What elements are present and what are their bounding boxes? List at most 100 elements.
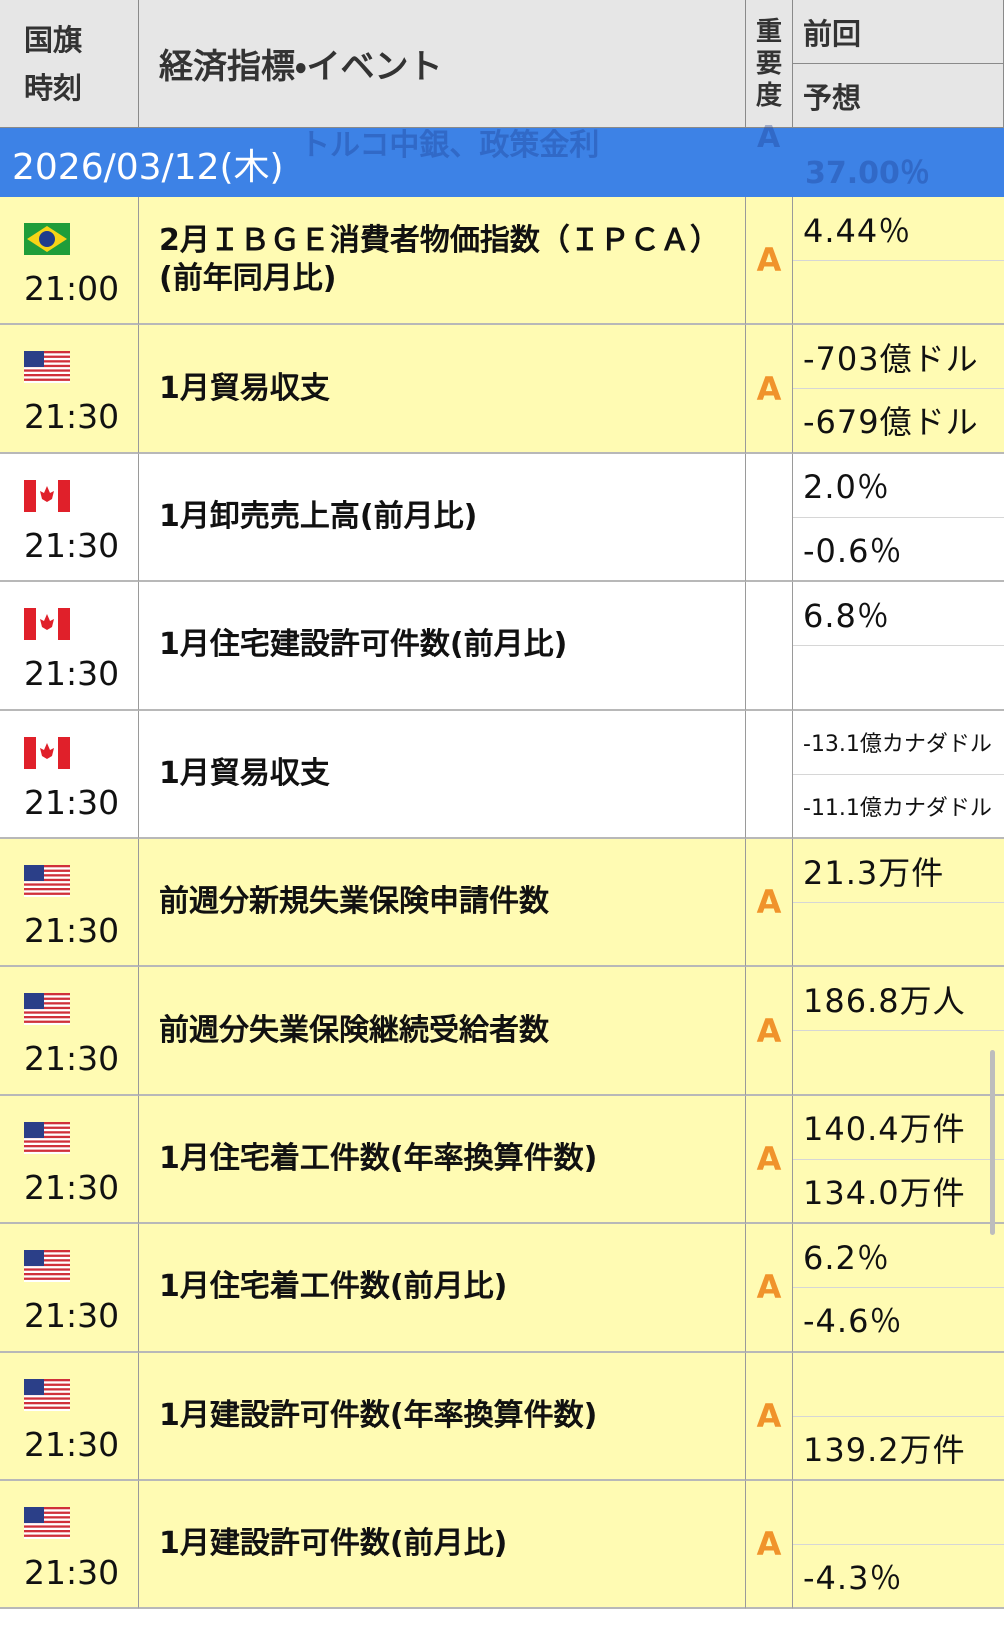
importance: A <box>746 1352 793 1481</box>
importance: A <box>746 197 793 326</box>
date-label: 2026/03/12(木) <box>12 147 284 188</box>
event-name: 1月貿易収支 <box>139 325 746 454</box>
values-cell: -703億ドル -679億ドル <box>793 325 1004 454</box>
values-cell: 2.0％ -0.6％ <box>793 454 1004 583</box>
previous-value: -13.1億カナダドル <box>793 711 1004 775</box>
values-cell: -4.3％ <box>793 1481 1004 1610</box>
importance: A <box>746 839 793 968</box>
values-cell: 6.2％ -4.6％ <box>793 1224 1004 1353</box>
previous-value <box>793 1353 1004 1417</box>
flag-time-cell: 21:30 <box>0 967 139 1096</box>
values-cell: 4.44％ <box>793 197 1004 326</box>
country-flag <box>24 993 70 1026</box>
importance: A <box>746 325 793 454</box>
flag-time-cell: 21:30 <box>0 453 139 583</box>
forecast-value <box>793 1031 1004 1093</box>
flag-time-cell: 21:30 <box>0 582 139 711</box>
event-name: 1月貿易収支 <box>139 710 746 839</box>
flag-time-cell: 21:30 <box>0 1481 139 1610</box>
event-name: 前週分新規失業保険申請件数 <box>139 839 746 968</box>
country-flag <box>24 608 70 641</box>
importance <box>746 582 793 711</box>
time: 21:30 <box>24 397 120 437</box>
event-row: 21:30 1月住宅着工件数(前月比) A 6.2％ -4.6％ <box>0 1224 1004 1353</box>
ghost-importance: A <box>757 120 781 155</box>
country-flag <box>24 1378 70 1411</box>
time: 21:30 <box>24 1424 120 1464</box>
forecast-value: -679億ドル <box>803 403 979 442</box>
flag-time-cell: 21:30 <box>0 710 139 839</box>
event-name: 1月建設許可件数(年率換算件数) <box>139 1352 746 1481</box>
previous-value: 21.3万件 <box>793 839 1004 903</box>
event-row: 21:00 2月ＩＢＧＥ消費者物価指数（ＩＰＣＡ） (前年同月比) A 4.44％ <box>0 197 1004 326</box>
importance: A <box>746 1481 793 1610</box>
flag-time-cell: 21:30 <box>0 325 139 454</box>
ghost-event: トルコ中銀、政策金利 <box>300 128 600 163</box>
event-name: 1月住宅着工件数(年率換算件数) <box>139 1095 746 1225</box>
date-bar: トルコ中銀、政策金利 A 37.00％ 2026/03/12(木) <box>0 120 1004 197</box>
previous-value: 4.44％ <box>793 197 1004 261</box>
time: 21:30 <box>24 654 120 694</box>
header-importance: 重 要 度 <box>746 0 793 128</box>
forecast-value: -4.6％ <box>803 1302 903 1341</box>
previous-value: -703億ドル <box>793 325 1004 390</box>
values-cell: -13.1億カナダドル -11.1億カナダドル <box>793 711 1004 839</box>
flag-time-cell: 21:30 <box>0 1352 139 1481</box>
country-flag <box>24 479 70 512</box>
importance: A <box>746 1095 793 1225</box>
event-name: 1月卸売売上高(前月比) <box>139 453 746 583</box>
event-row: 21:30 1月住宅着工件数(年率換算件数) A 140.4万件 134.0万件 <box>0 1095 1004 1225</box>
importance <box>746 453 793 583</box>
event-name: 1月住宅建設許可件数(前月比) <box>139 582 746 711</box>
values-cell: 6.8％ <box>793 582 1004 711</box>
header-forecast: 予想 <box>793 64 1004 128</box>
header-previous: 前回 <box>793 0 1004 64</box>
time: 21:30 <box>24 525 120 565</box>
importance <box>746 710 793 839</box>
country-flag <box>24 1250 70 1283</box>
forecast-value <box>793 903 1004 965</box>
ghost-forecast: 37.00％ <box>805 156 930 191</box>
importance: A <box>746 1224 793 1353</box>
values-cell: 186.8万人 <box>793 967 1004 1096</box>
time: 21:00 <box>24 269 120 308</box>
event-name: 1月住宅着工件数(前月比) <box>139 1224 746 1353</box>
time: 21:30 <box>24 1553 120 1592</box>
event-row: 21:30 1月貿易収支 -13.1億カナダドル -11.1億カナダドル <box>0 710 1004 839</box>
forecast-value <box>793 261 1004 323</box>
forecast-value: 134.0万件 <box>803 1173 966 1212</box>
event-row: 21:30 1月建設許可件数(年率換算件数) A 139.2万件 <box>0 1352 1004 1481</box>
header-flag-time: 国旗 時刻 <box>0 0 139 128</box>
event-name: 前週分失業保険継続受給者数 <box>139 967 746 1096</box>
previous-value: 186.8万人 <box>793 967 1004 1032</box>
time: 21:30 <box>24 782 120 822</box>
previous-value <box>793 1481 1004 1545</box>
previous-value: 2.0％ <box>793 454 1004 518</box>
forecast-value: -0.6％ <box>803 531 903 570</box>
time: 21:30 <box>24 1296 120 1336</box>
forecast-value: -11.1億カナダドル <box>803 795 992 821</box>
event-row: 21:30 1月住宅建設許可件数(前月比) 6.8％ <box>0 582 1004 711</box>
scrollbar <box>990 1050 995 1235</box>
flag-time-cell: 21:00 <box>0 197 139 326</box>
flag-time-cell: 21:30 <box>0 1224 139 1353</box>
event-row: 21:30 前週分失業保険継続受給者数 A 186.8万人 <box>0 967 1004 1096</box>
time: 21:30 <box>24 1039 120 1079</box>
time: 21:30 <box>24 1167 120 1207</box>
event-row: 21:30 1月卸売売上高(前月比) 2.0％ -0.6％ <box>0 453 1004 583</box>
event-name: 2月ＩＢＧＥ消費者物価指数（ＩＰＣＡ） (前年同月比) <box>139 197 746 326</box>
previous-value: 6.8％ <box>793 582 1004 647</box>
forecast-value: -4.3％ <box>803 1559 903 1597</box>
event-row: 21:30 1月建設許可件数(前月比) A -4.3％ <box>0 1481 1004 1610</box>
values-cell: 21.3万件 <box>793 839 1004 968</box>
previous-value: 140.4万件 <box>793 1096 1004 1160</box>
previous-value: 6.2％ <box>793 1224 1004 1289</box>
flag-time-cell: 21:30 <box>0 1095 139 1225</box>
country-flag <box>24 1507 70 1539</box>
country-flag <box>24 223 70 255</box>
event-row: 21:30 1月貿易収支 A -703億ドル -679億ドル <box>0 325 1004 454</box>
event-row: 21:30 前週分新規失業保険申請件数 A 21.3万件 <box>0 839 1004 968</box>
country-flag <box>24 351 70 384</box>
values-cell: 140.4万件 134.0万件 <box>793 1096 1004 1225</box>
importance: A <box>746 967 793 1096</box>
